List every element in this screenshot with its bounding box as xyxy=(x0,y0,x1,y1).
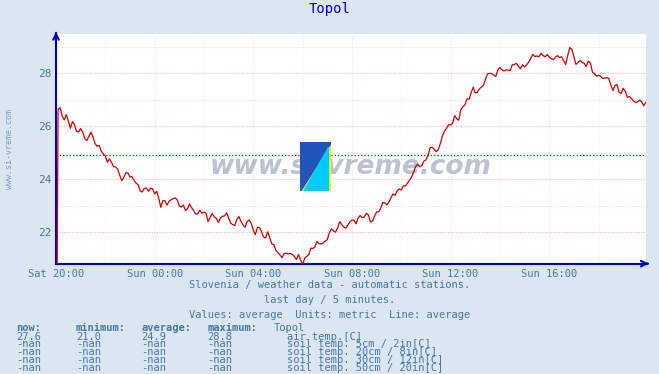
Text: 24.9: 24.9 xyxy=(142,332,167,341)
Text: -nan: -nan xyxy=(208,363,233,373)
Text: www.si-vreme.com: www.si-vreme.com xyxy=(210,154,492,180)
Polygon shape xyxy=(300,142,331,191)
Text: soil temp. 20cm / 8in[C]: soil temp. 20cm / 8in[C] xyxy=(287,347,437,357)
Text: -nan: -nan xyxy=(16,340,42,349)
Text: -nan: -nan xyxy=(142,347,167,357)
Text: Values: average  Units: metric  Line: average: Values: average Units: metric Line: aver… xyxy=(189,310,470,320)
Text: Slovenia / weather data - automatic stations.: Slovenia / weather data - automatic stat… xyxy=(189,280,470,290)
Text: 28.8: 28.8 xyxy=(208,332,233,341)
Text: soil temp. 5cm / 2in[C]: soil temp. 5cm / 2in[C] xyxy=(287,340,430,349)
Text: -nan: -nan xyxy=(142,340,167,349)
Text: -nan: -nan xyxy=(208,355,233,365)
Text: now:: now: xyxy=(16,323,42,333)
Text: maximum:: maximum: xyxy=(208,323,258,333)
Text: -nan: -nan xyxy=(208,347,233,357)
Text: Topol: Topol xyxy=(308,2,351,16)
Text: -nan: -nan xyxy=(16,347,42,357)
Text: 21.0: 21.0 xyxy=(76,332,101,341)
Text: minimum:: minimum: xyxy=(76,323,126,333)
Text: air temp.[C]: air temp.[C] xyxy=(287,332,362,341)
Text: -nan: -nan xyxy=(16,363,42,373)
Text: soil temp. 50cm / 20in[C]: soil temp. 50cm / 20in[C] xyxy=(287,363,443,373)
Text: -nan: -nan xyxy=(142,355,167,365)
Text: 27.6: 27.6 xyxy=(16,332,42,341)
Text: www.si-vreme.com: www.si-vreme.com xyxy=(5,109,14,188)
Text: -nan: -nan xyxy=(76,363,101,373)
Text: last day / 5 minutes.: last day / 5 minutes. xyxy=(264,295,395,305)
Text: average:: average: xyxy=(142,323,192,333)
Text: -nan: -nan xyxy=(16,355,42,365)
Text: soil temp. 30cm / 12in[C]: soil temp. 30cm / 12in[C] xyxy=(287,355,443,365)
Text: -nan: -nan xyxy=(208,340,233,349)
Text: -nan: -nan xyxy=(76,347,101,357)
Polygon shape xyxy=(303,147,328,191)
Text: -nan: -nan xyxy=(142,363,167,373)
Text: Topol: Topol xyxy=(273,323,304,333)
Text: -nan: -nan xyxy=(76,340,101,349)
Text: -nan: -nan xyxy=(76,355,101,365)
Polygon shape xyxy=(300,142,331,191)
